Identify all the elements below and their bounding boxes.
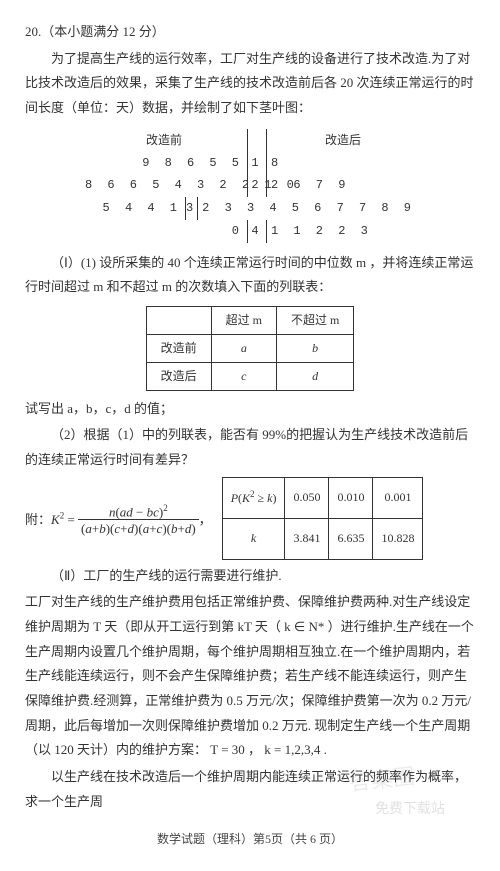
part3-p1: （Ⅱ）工厂的生产线的运行需要进行维护. [25, 564, 475, 589]
stem-row: 9 8 6 5 5 1 8 [85, 152, 415, 175]
ct-c: c [211, 362, 276, 390]
kt-k3: 10.828 [373, 518, 423, 559]
ct-b: b [277, 334, 354, 362]
kt-p2: 0.010 [329, 477, 373, 518]
part3-p2: 工厂对生产线的生产维护费用包括正常维护费、保障维护费两种.对生产线设定维护周期为… [25, 590, 475, 763]
ct-a: a [211, 334, 276, 362]
intro-paragraph: 为了提高生产线的运行效率，工厂对生产线的设备进行了技术改造.为了对比技术改造后的… [25, 47, 475, 121]
kt-k2: 6.635 [329, 518, 373, 559]
part3-p3: 以生产线在技术改造后一个维护周期内能连续正常运行的频率作为概率，求一个生产周 [25, 765, 475, 814]
kt-h2: k [222, 518, 285, 559]
stem-header-mid [248, 129, 267, 152]
question-number: 20.（本小题满分 12 分） [25, 20, 475, 45]
k-table: P(K2 ≥ k) 0.050 0.010 0.001 k 3.841 6.63… [222, 477, 424, 560]
k-formula: 附：K2 = n(ad − bc)2 (a+b)(c+d)(a+c)(b+d) … [25, 477, 212, 539]
stem-row: 5 4 4 1 3 2 3 3 4 5 6 7 7 8 9 [85, 197, 415, 220]
stem-row: 8 6 6 5 4 3 2 2 1 0 2 2 6 7 9 [85, 174, 415, 197]
ct-r2: 改造后 [146, 362, 211, 390]
part1-text: （Ⅰ）(1) 设所采集的 40 个连续正常运行时间的中位数 m ，并将连续正常运… [25, 251, 475, 300]
kt-p3: 0.001 [373, 477, 423, 518]
ct-r1: 改造前 [146, 334, 211, 362]
contingency-table: 超过 m 不超过 m 改造前 a b 改造后 c d [146, 306, 355, 390]
stem-header-right: 改造后 [267, 129, 415, 152]
stem-leaf-plot: 改造前 改造后 9 8 6 5 5 1 8 8 6 6 5 4 3 2 2 1 … [85, 129, 415, 243]
ct-h1: 超过 m [211, 307, 276, 335]
kt-h1: P(K2 ≥ k) [222, 477, 285, 518]
part1-after: 试写出 a，b，c，d 的值； [25, 397, 475, 422]
stem-row: 0 4 1 1 2 2 3 [85, 220, 415, 243]
ct-h2: 不超过 m [277, 307, 354, 335]
ct-d: d [277, 362, 354, 390]
stem-header-left: 改造前 [85, 129, 248, 152]
part2-text: （2）根据（1）中的列联表，能否有 99%的把握认为生产线技术改造前后的连续正常… [25, 423, 475, 472]
kt-k1: 3.841 [285, 518, 329, 559]
page-footer: 数学试题（理科）第5页（共 6 页） [25, 828, 475, 851]
kt-p1: 0.050 [285, 477, 329, 518]
